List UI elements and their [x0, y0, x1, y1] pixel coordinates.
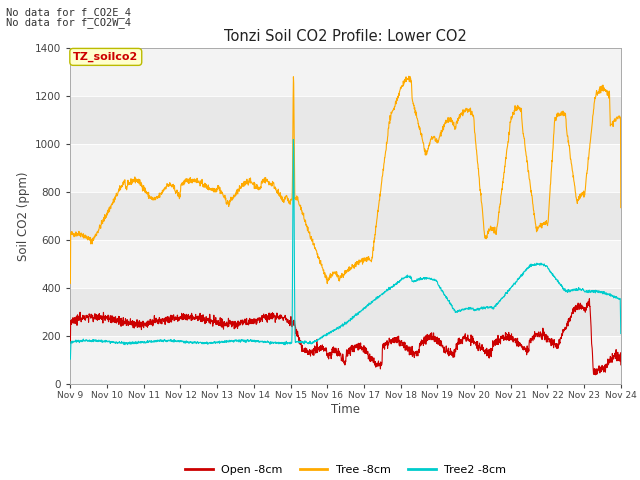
Bar: [70, 48, 621, 96]
Bar: [70, 144, 621, 192]
Bar: [70, 336, 621, 384]
Text: No data for f_CO2E_4: No data for f_CO2E_4: [6, 7, 131, 18]
Text: TZ_soilco2: TZ_soilco2: [73, 52, 138, 62]
Y-axis label: Soil CO2 (ppm): Soil CO2 (ppm): [17, 171, 29, 261]
Legend: Open -8cm, Tree -8cm, Tree2 -8cm: Open -8cm, Tree -8cm, Tree2 -8cm: [180, 460, 511, 479]
Text: No data for f_CO2W_4: No data for f_CO2W_4: [6, 17, 131, 28]
Bar: [70, 240, 621, 288]
X-axis label: Time: Time: [331, 403, 360, 416]
Title: Tonzi Soil CO2 Profile: Lower CO2: Tonzi Soil CO2 Profile: Lower CO2: [224, 29, 467, 44]
